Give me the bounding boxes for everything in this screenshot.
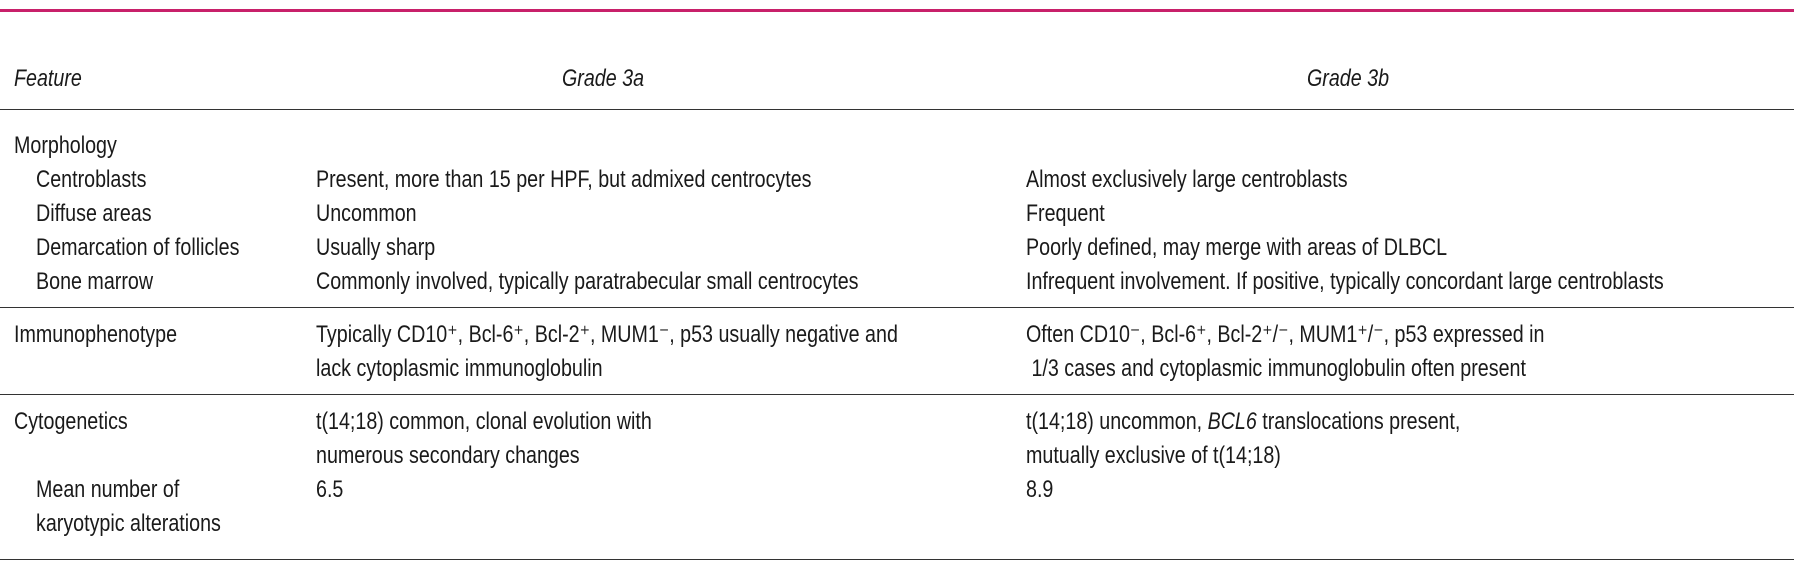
row-label: Mean number of [36, 476, 180, 503]
cell-text: Almost exclusively large centroblasts [1026, 166, 1348, 193]
cell-text: lack cytoplasmic immunoglobulin [316, 355, 603, 382]
cell-text: t(14;18) common, clonal evolution with [316, 408, 652, 435]
cell-text: mutually exclusive of t(14;18) [1026, 442, 1281, 469]
cell-text: 8.9 [1026, 476, 1054, 503]
row-label: Immunophenotype [14, 321, 178, 348]
cell-text: numerous secondary changes [316, 442, 580, 469]
cell-text: Present, more than 15 per HPF, but admix… [316, 166, 812, 193]
row-label: Demarcation of follicles [36, 234, 240, 261]
column-header: Feature [14, 65, 82, 92]
cell-text: Typically CD10⁺, Bcl-6⁺, Bcl-2⁺, MUM1⁻, … [316, 321, 898, 348]
column-header: Grade 3a [561, 65, 645, 92]
row-label: Diffuse areas [36, 200, 152, 227]
column-header: Grade 3b [1306, 65, 1390, 92]
cell-text: Often CD10⁻, Bcl-6⁺, Bcl-2⁺/⁻, MUM1⁺/⁻, … [1026, 321, 1545, 348]
cell-text: 1/3 cases and cytoplasmic immunoglobulin… [1026, 355, 1526, 382]
text-segment: t(14;18) uncommon, [1026, 408, 1208, 435]
cell-text: Commonly involved, typically paratrabecu… [316, 268, 859, 295]
cell-text: Poorly defined, may merge with areas of … [1026, 234, 1448, 261]
row-label: Centroblasts [36, 166, 147, 193]
cell-text: 6.5 [316, 476, 344, 503]
section-rule [0, 559, 1794, 560]
cell-text: Usually sharp [316, 234, 436, 261]
row-label: Morphology [14, 132, 117, 159]
header-rule [0, 109, 1794, 110]
top-rule [0, 9, 1794, 12]
cell-text: Infrequent involvement. If positive, typ… [1026, 268, 1664, 295]
section-rule [0, 394, 1794, 395]
cell-text: t(14;18) uncommon, BCL6 translocations p… [1026, 405, 1460, 439]
row-label: Cytogenetics [14, 408, 128, 435]
text-segment: translocations present, [1256, 408, 1461, 435]
cell-text: Uncommon [316, 200, 417, 227]
cell-text: Frequent [1026, 200, 1105, 227]
text-segment: BCL6 [1207, 408, 1257, 435]
row-label: karyotypic alterations [36, 510, 221, 537]
section-rule [0, 307, 1794, 308]
row-label: Bone marrow [36, 268, 154, 295]
